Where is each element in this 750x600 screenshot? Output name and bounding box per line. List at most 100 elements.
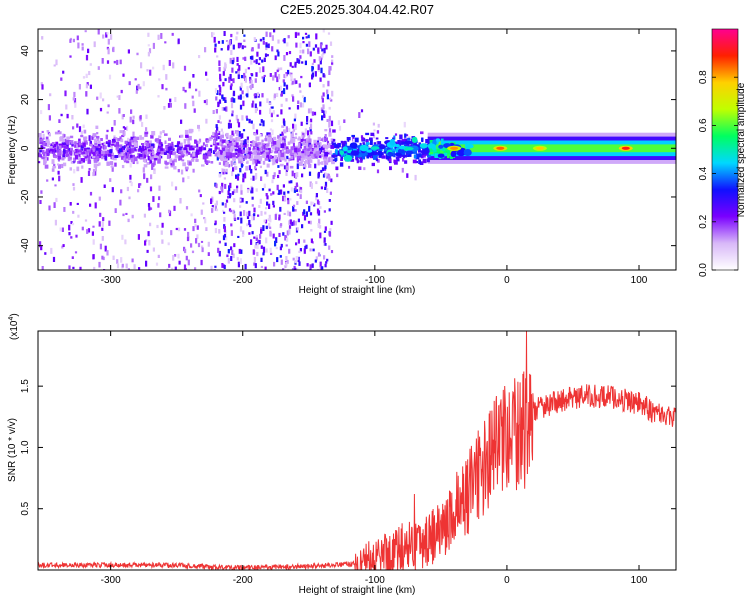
noise-speckle xyxy=(414,174,417,181)
noise-speckle xyxy=(336,173,339,178)
noise-speckle xyxy=(170,230,173,236)
noise-speckle xyxy=(127,137,130,142)
noise-speckle xyxy=(297,238,300,244)
noise-speckle xyxy=(307,130,310,136)
noise-speckle xyxy=(256,243,259,249)
noise-speckle xyxy=(260,245,263,249)
noise-speckle xyxy=(263,219,266,223)
noise-speckle xyxy=(163,106,166,110)
noise-speckle xyxy=(301,224,304,229)
band-speckle xyxy=(401,153,405,157)
noise-speckle xyxy=(113,120,116,126)
band-speckle xyxy=(120,147,125,153)
noise-speckle xyxy=(328,232,332,237)
noise-speckle xyxy=(286,230,289,236)
noise-speckle xyxy=(218,115,221,120)
noise-speckle xyxy=(129,116,132,123)
band-speckle xyxy=(322,144,327,148)
snr-panel: -300 -200 -100 0 100 0.51.01.5 Height of str… xyxy=(7,313,677,596)
noise-speckle xyxy=(58,175,61,182)
noise-speckle xyxy=(98,261,101,268)
noise-speckle xyxy=(272,75,275,81)
band-speckle xyxy=(340,140,344,144)
band-speckle xyxy=(94,167,97,172)
noise-speckle xyxy=(296,227,299,231)
noise-speckle xyxy=(227,258,230,264)
band-speckle xyxy=(141,136,145,140)
noise-speckle xyxy=(242,129,246,132)
noise-speckle xyxy=(276,184,279,191)
noise-speckle xyxy=(296,268,299,270)
noise-speckle xyxy=(319,142,322,148)
noise-speckle xyxy=(285,126,288,133)
noise-speckle xyxy=(299,49,302,54)
noise-speckle xyxy=(330,250,334,254)
noise-speckle xyxy=(288,127,291,132)
noise-speckle xyxy=(269,73,272,77)
band-speckle xyxy=(144,150,148,155)
band-speckle xyxy=(144,146,147,151)
band-speckle xyxy=(71,144,74,147)
band-speckle xyxy=(232,153,236,158)
band-speckle xyxy=(135,136,140,140)
band-speckle xyxy=(54,131,59,135)
noise-speckle xyxy=(279,255,282,258)
noise-speckle xyxy=(147,203,151,207)
y-tick-label: -40 xyxy=(20,238,31,253)
noise-speckle xyxy=(376,169,380,174)
band-speckle xyxy=(229,147,233,153)
noise-speckle xyxy=(249,224,252,228)
noise-speckle xyxy=(87,228,91,233)
band-speckle xyxy=(191,157,195,160)
band-speckle xyxy=(99,149,103,155)
noise-speckle xyxy=(285,148,288,154)
band-speckle xyxy=(194,153,198,158)
noise-speckle xyxy=(310,131,313,135)
band-speckle xyxy=(419,154,422,157)
band-speckle xyxy=(58,149,62,154)
noise-speckle xyxy=(192,74,195,78)
noise-speckle xyxy=(246,189,250,193)
band-speckle xyxy=(103,142,106,146)
noise-speckle xyxy=(81,43,84,46)
noise-speckle xyxy=(236,257,239,261)
noise-speckle xyxy=(144,240,147,246)
noise-speckle xyxy=(161,222,164,228)
noise-speckle xyxy=(187,259,190,266)
noise-speckle xyxy=(305,122,309,125)
noise-speckle xyxy=(184,103,187,109)
band-speckle xyxy=(208,160,211,163)
band-speckle xyxy=(177,151,182,155)
band-speckle xyxy=(446,141,451,145)
band-speckle xyxy=(245,161,249,164)
noise-speckle xyxy=(224,203,227,208)
noise-speckle xyxy=(326,89,329,94)
noise-speckle xyxy=(328,69,331,75)
band-speckle xyxy=(252,142,257,146)
noise-speckle xyxy=(120,89,123,94)
band-speckle xyxy=(114,137,118,141)
band-speckle xyxy=(378,154,383,158)
noise-speckle xyxy=(146,69,149,72)
band-speckle xyxy=(383,148,387,152)
noise-speckle xyxy=(70,221,73,225)
band-speckle xyxy=(229,152,233,157)
band-speckle xyxy=(220,144,224,147)
noise-speckle xyxy=(199,194,202,198)
band-speckle xyxy=(229,154,233,159)
noise-speckle xyxy=(271,179,274,184)
noise-speckle xyxy=(401,167,404,173)
band-speckle xyxy=(204,158,207,163)
band-blob xyxy=(419,150,430,154)
noise-speckle xyxy=(298,250,301,253)
noise-speckle xyxy=(146,177,149,183)
noise-speckle xyxy=(237,261,240,268)
noise-speckle xyxy=(285,244,288,247)
band-speckle xyxy=(111,156,114,160)
band-speckle xyxy=(91,135,94,140)
noise-speckle xyxy=(91,231,94,236)
band-speckle xyxy=(152,150,155,155)
noise-speckle xyxy=(264,53,268,58)
noise-speckle xyxy=(309,181,312,187)
band-blob xyxy=(463,149,472,156)
